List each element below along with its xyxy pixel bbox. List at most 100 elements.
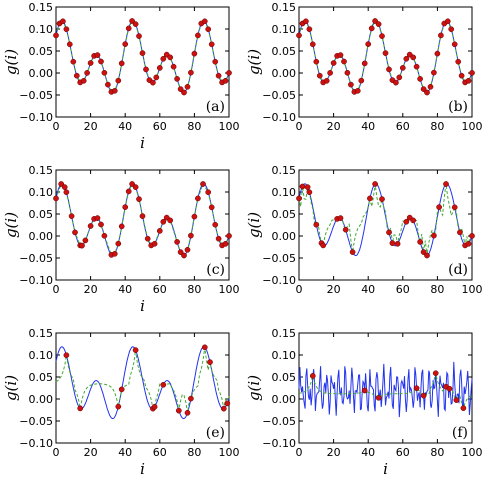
sample-point	[101, 232, 108, 239]
interpolation-line	[298, 20, 473, 94]
sample-point	[303, 18, 309, 25]
sample-point	[98, 221, 104, 228]
sample-point	[84, 70, 90, 76]
sample-point	[446, 385, 453, 392]
sample-point	[125, 188, 132, 195]
sample-point	[327, 70, 333, 76]
sample-point	[375, 394, 382, 401]
x-tick-label: 40	[118, 120, 132, 133]
panel-label: (e)	[206, 425, 225, 441]
x-tick-label: 100	[462, 283, 483, 296]
x-axis-label: i	[383, 460, 388, 478]
x-tick-label: 80	[187, 283, 201, 296]
sample-point	[403, 55, 410, 62]
y-tick-label: 0.15	[272, 164, 297, 177]
sample-point	[349, 249, 356, 255]
sample-point	[382, 50, 389, 56]
sample-point	[208, 41, 215, 48]
sample-point	[115, 403, 122, 410]
panel-b: 0 20 40 60 80 100 −0.10 −0.05 0.00 0.05 0.10 0.15 g(…	[245, 1, 483, 133]
y-tick-label: −0.05	[19, 252, 53, 265]
x-tick-label: 40	[118, 446, 132, 459]
sample-point	[191, 50, 198, 57]
sample-point	[403, 218, 410, 225]
x-tick-label: 40	[361, 283, 375, 296]
sample-point	[87, 223, 94, 229]
sample-point	[115, 240, 122, 247]
sample-point	[201, 18, 208, 25]
sample-point	[448, 26, 455, 33]
sample-point	[341, 58, 347, 65]
sample-point	[118, 386, 125, 393]
panel-label: (c)	[206, 262, 225, 278]
sample-point	[444, 18, 451, 25]
x-axis-label: i	[140, 297, 145, 315]
sample-point	[118, 60, 125, 67]
plot-frame	[55, 6, 230, 118]
sample-point	[306, 189, 313, 196]
sample-point	[313, 221, 320, 228]
sample-point	[94, 52, 101, 58]
sample-point	[151, 240, 158, 247]
sample-point	[132, 21, 139, 27]
sample-point	[436, 204, 442, 210]
panel-d: 0 20 40 60 80 100 −0.10 −0.05 0.00 0.05 0.10 0.15 g(…	[245, 164, 483, 296]
y-tick-label: 0.10	[29, 186, 54, 199]
y-tick-label: 0.05	[272, 208, 297, 221]
sample-point	[136, 196, 142, 202]
sample-point	[417, 76, 423, 82]
sample-point	[313, 58, 320, 65]
y-tick-label: 0.10	[272, 186, 297, 199]
sample-point	[354, 87, 361, 94]
sample-point	[153, 74, 160, 81]
sample-point	[469, 70, 475, 76]
signal-line	[298, 361, 473, 418]
x-tick-label: 20	[84, 120, 98, 133]
sample-point	[420, 392, 427, 399]
y-tick-label: 0.00	[272, 67, 297, 80]
panel-c: 0 20 40 60 80 100 −0.10 −0.05 0.00 0.05 0.10 0.15 g(…	[2, 164, 240, 315]
x-tick-label: 80	[430, 283, 444, 296]
x-axis-label: i	[140, 134, 145, 152]
y-tick-label: 0.10	[272, 349, 297, 362]
sample-point	[224, 400, 231, 407]
sample-point	[316, 72, 323, 79]
sample-point	[205, 26, 212, 33]
sample-point	[399, 65, 406, 71]
sample-point	[222, 77, 229, 84]
y-tick-label: 0.00	[29, 230, 54, 243]
sample-point	[386, 229, 392, 236]
x-tick-label: 60	[153, 120, 167, 133]
sample-point	[393, 79, 399, 86]
sample-point	[80, 77, 87, 84]
sample-point	[379, 196, 385, 202]
y-tick-label: −0.10	[19, 111, 53, 124]
sample-point	[365, 41, 372, 47]
x-tick-label: 40	[361, 120, 375, 133]
sample-point	[184, 409, 191, 416]
sample-point	[469, 233, 475, 239]
sample-point	[177, 86, 184, 92]
x-tick-label: 60	[153, 283, 167, 296]
x-tick-label: 0	[296, 446, 303, 459]
sample-point	[132, 184, 139, 190]
sample-point	[420, 86, 427, 92]
x-tick-label: 100	[219, 446, 240, 459]
sample-point	[361, 387, 368, 394]
x-tick-label: 100	[462, 446, 483, 459]
sample-point	[455, 58, 462, 65]
plot-frame	[55, 332, 230, 444]
panel-label: (f)	[452, 425, 468, 441]
sample-point	[167, 217, 174, 224]
sample-point	[306, 26, 313, 33]
y-tick-label: 0.15	[272, 327, 297, 340]
sample-point	[160, 55, 167, 62]
sample-point	[342, 226, 349, 233]
sample-point	[296, 195, 302, 202]
sample-point	[118, 223, 125, 230]
x-tick-label: 40	[361, 446, 375, 459]
x-tick-label: 20	[84, 446, 98, 459]
x-tick-label: 60	[153, 446, 167, 459]
sample-point	[53, 32, 59, 39]
